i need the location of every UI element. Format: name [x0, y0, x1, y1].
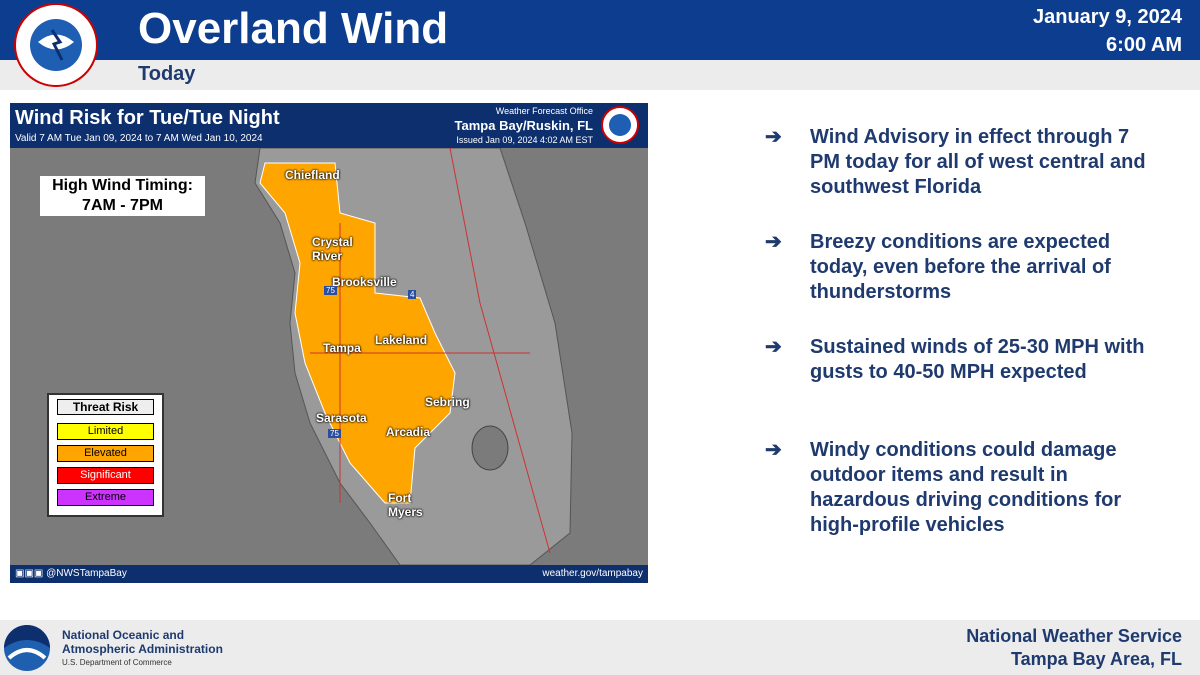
subheader-band	[0, 60, 1200, 90]
interstate: 4	[408, 290, 417, 299]
footer-nws: National Weather Service	[966, 626, 1182, 646]
footer-band	[0, 620, 1200, 675]
legend-item: Elevated	[57, 445, 154, 462]
office-label: Weather Forecast Office	[495, 106, 593, 116]
bullet-text: Windy conditions could damage outdoor it…	[810, 439, 1122, 536]
noaa-sub: U.S. Department of Commerce	[62, 658, 172, 667]
noaa-name: National Oceanic and Atmospheric Adminis…	[62, 628, 223, 670]
office: Tampa Bay/Ruskin, FL	[454, 118, 593, 133]
legend-item: Limited	[57, 423, 154, 440]
date: January 9, 2024	[1033, 6, 1182, 28]
timing-box: High Wind Timing: 7AM - 7PM	[40, 176, 205, 216]
city-label: Lakeland	[375, 333, 428, 347]
noaa-line: National Oceanic and	[62, 628, 185, 642]
website: weather.gov/tampabay	[542, 568, 643, 579]
issued: Issued Jan 09, 2024 4:02 AM EST	[456, 135, 593, 145]
subtitle: Today	[138, 63, 196, 85]
time: 6:00 AM	[1106, 34, 1182, 56]
bullet-text: Sustained winds of 25-30 MPH with gusts …	[810, 336, 1145, 383]
social-handle: @NWSTampaBay	[46, 568, 127, 579]
timing: 7AM - 7PM	[82, 197, 163, 214]
city-label: Sarasota	[316, 411, 367, 425]
header-band	[0, 0, 1200, 60]
map-valid: Valid 7 AM Tue Jan 09, 2024 to 7 AM Wed …	[15, 133, 263, 144]
map-graphic	[10, 103, 648, 583]
legend-item: Significant	[57, 467, 154, 484]
map-panel: Wind Risk for Tue/Tue Night Valid 7 AM T…	[10, 103, 648, 583]
social: ▣▣▣ @NWSTampaBay	[15, 568, 127, 579]
noaa-line: Atmospheric Administration	[62, 642, 223, 656]
city-label: Sebring	[425, 395, 470, 409]
noaa-logo	[4, 625, 50, 671]
nws-logo	[14, 3, 98, 87]
legend: Threat Risk Limited Elevated Significant Ex…	[47, 393, 164, 517]
city-label: Fort Myers	[388, 491, 423, 519]
legend-title: Threat Risk	[57, 399, 154, 415]
map-title: Wind Risk for Tue/Tue Night	[15, 107, 280, 129]
city-label: Brooksville	[332, 275, 397, 289]
bullet-arrow: ➔	[765, 439, 782, 461]
city-label: Arcadia	[386, 425, 431, 439]
bullet-text: Wind Advisory in effect through 7 PM tod…	[810, 126, 1146, 198]
city-label: Chiefland	[285, 168, 340, 182]
bullet-arrow: ➔	[765, 231, 782, 253]
footer-area: Tampa Bay Area, FL	[1010, 649, 1182, 669]
timing-title: High Wind Timing:	[52, 177, 193, 194]
city-label: Tampa	[323, 341, 361, 355]
bullet-arrow: ➔	[765, 336, 782, 358]
interstate: 75	[324, 286, 337, 295]
title: Overland Wind	[138, 4, 449, 53]
bullet-arrow: ➔	[765, 126, 782, 148]
interstate: 75	[328, 429, 341, 438]
bullet-text: Breezy conditions are expected today, ev…	[810, 231, 1111, 303]
legend-item: Extreme	[57, 489, 154, 506]
city-label: Crystal River	[312, 235, 353, 263]
